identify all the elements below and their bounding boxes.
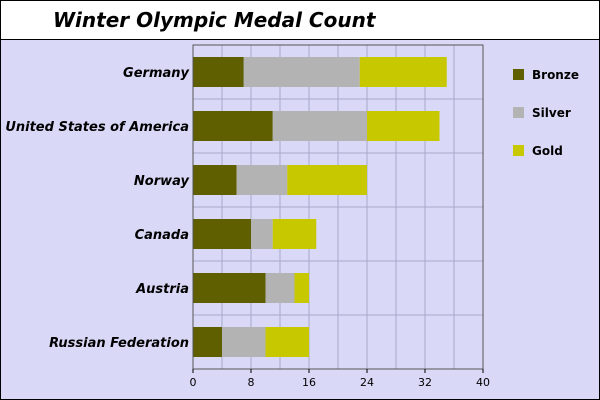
category-label: United States of America [5,120,189,135]
title-bar: Winter Olympic Medal Count [1,1,599,40]
legend-swatch-silver [513,107,524,118]
bar-gold-russian-federation [265,327,309,357]
bar-bronze-norway [193,165,237,195]
category-label: Canada [135,228,189,243]
bar-bronze-canada [193,219,251,249]
x-tick-label: 24 [360,376,374,389]
bar-bronze-russian-federation [193,327,222,357]
x-tick-label: 8 [248,376,255,389]
bar-bronze-germany [193,57,244,87]
bar-gold-united-states-of-america [367,111,440,141]
bar-silver-germany [243,57,360,87]
bar-gold-canada [272,219,317,249]
bar-silver-canada [251,219,273,249]
category-label: Norway [134,174,190,189]
x-tick-label: 16 [302,376,316,389]
plot-border [192,44,484,370]
x-tick-label: 40 [476,376,490,389]
bar-gold-germany [359,57,447,87]
category-label: Austria [135,282,189,297]
bar-silver-united-states-of-america [272,111,367,141]
chart-title: Winter Olympic Medal Count [53,8,376,32]
legend-swatch-gold [513,145,524,156]
bar-silver-austria [265,273,295,303]
bar-gold-norway [287,165,367,195]
category-label: Russian Federation [49,336,189,351]
legend-label-silver: Silver [532,106,571,120]
bar-bronze-united-states-of-america [193,111,273,141]
bar-silver-russian-federation [222,327,266,357]
x-tick-label: 32 [418,376,432,389]
category-label: Germany [123,66,189,81]
bar-silver-norway [236,165,288,195]
legend-label-bronze: Bronze [532,68,579,82]
legend-label-gold: Gold [532,144,563,158]
bar-gold-austria [294,273,309,303]
legend-swatch-bronze [513,69,524,80]
x-tick-label: 0 [190,376,197,389]
bar-bronze-austria [193,273,266,303]
